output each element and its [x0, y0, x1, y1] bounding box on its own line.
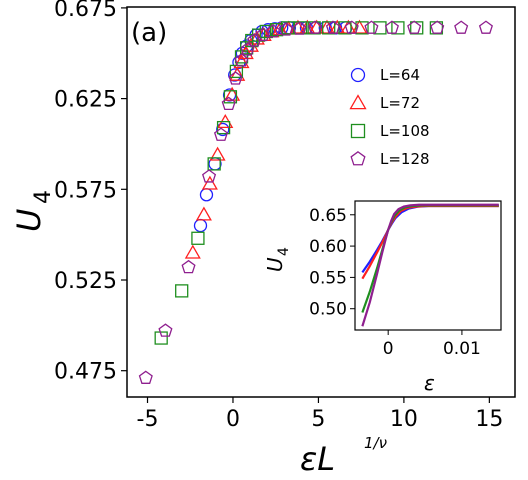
data-point-l128-21 — [454, 20, 469, 34]
data-point-l108-5 — [223, 90, 238, 104]
data-point-l108-0 — [154, 331, 168, 345]
data-point-l72-2 — [201, 175, 218, 190]
data-point-l128-18 — [384, 20, 399, 34]
inset-y-tick-label: 0.50 — [309, 300, 347, 320]
data-point-l108-4 — [216, 120, 231, 135]
data-point-l128-0 — [138, 370, 153, 384]
legend-marker-l72 — [349, 94, 367, 110]
data-point-l108-18 — [355, 21, 369, 35]
data-point-l72-1 — [195, 206, 212, 221]
main-axes-frame — [126, 6, 516, 398]
data-point-l128-7 — [234, 53, 249, 67]
y-tick-label: 0.575 — [54, 178, 117, 203]
data-point-l128-11 — [266, 24, 281, 38]
data-point-l72-9 — [242, 37, 259, 52]
data-point-l108-2 — [191, 231, 205, 245]
data-point-l128-4 — [213, 127, 229, 141]
x-axis-label-text: εL — [300, 440, 335, 478]
data-point-l64-1 — [199, 188, 214, 202]
data-point-l108-7 — [234, 50, 249, 64]
inset-y-tick-label: 0.55 — [309, 268, 347, 288]
data-point-l72-13 — [271, 21, 288, 36]
data-point-l108-21 — [410, 21, 424, 35]
data-point-l128-12 — [278, 22, 294, 36]
inset-x-tick-label: 0 — [383, 339, 394, 359]
data-point-l72-0 — [184, 244, 201, 259]
legend-marker-l64 — [350, 67, 366, 83]
data-point-l108-1 — [175, 284, 189, 298]
data-point-l72-18 — [318, 19, 336, 34]
legend-label: L=108 — [380, 122, 430, 140]
main-ticks: -5 0 5 10 15 0.475 0.525 0.575 0.625 0.675 — [54, 0, 503, 432]
data-point-l128-2 — [181, 259, 196, 274]
inset-y-axis-label-subscript: 4 — [276, 247, 292, 256]
data-point-l128-16 — [344, 20, 359, 34]
data-point-l128-6 — [228, 71, 243, 85]
y-tick-label: 0.475 — [54, 360, 117, 385]
inset-ticks: 0 0.01 0.50 0.55 0.60 0.65 — [309, 206, 481, 359]
inset-axes-frame — [354, 200, 502, 331]
data-point-l108-6 — [229, 64, 244, 79]
inset-y-axis-label-text: U — [263, 257, 287, 272]
data-point-l64-0 — [193, 218, 208, 233]
legend-marker-l108 — [350, 123, 366, 139]
data-point-l72-7 — [233, 54, 250, 69]
inset-plot: 0 0.01 0.50 0.55 0.60 0.65 ε U 4 — [263, 197, 507, 395]
data-point-l128-13 — [292, 21, 307, 35]
legend-marker-l128 — [350, 151, 366, 166]
x-tick-label: 10 — [390, 407, 418, 432]
main-plot: -5 0 5 10 15 0.475 0.525 0.575 0.625 0.675 (a) L=… — [10, 0, 516, 478]
data-point-l72-3 — [209, 146, 226, 161]
panel-label: (a) — [131, 18, 167, 48]
x-axis-label: εL 1/ν — [300, 434, 387, 478]
legend-label: L=64 — [380, 66, 420, 84]
x-tick-label: 15 — [475, 407, 503, 432]
legend: L=64 L=72 L=108 L=128 — [349, 66, 430, 168]
data-point-l72-6 — [229, 66, 246, 81]
inset-y-axis-label: U 4 — [263, 247, 292, 272]
y-tick-label: 0.625 — [54, 88, 117, 113]
inset-y-tick-label: 0.65 — [309, 206, 347, 226]
data-point-l128-1 — [158, 323, 173, 337]
data-point-l108-20 — [391, 21, 405, 35]
data-point-l128-5 — [221, 96, 236, 111]
data-point-l128-15 — [325, 20, 341, 34]
y-tick-label: 0.675 — [54, 0, 117, 22]
data-point-l108-12 — [269, 23, 284, 37]
data-point-l128-22 — [478, 20, 493, 34]
data-point-l128-20 — [430, 20, 445, 34]
data-point-l128-14 — [307, 20, 323, 34]
legend-label: L=72 — [380, 94, 420, 112]
data-point-l108-3 — [207, 157, 221, 171]
data-point-l128-8 — [240, 42, 255, 56]
x-axis-label-exponent: 1/ν — [364, 434, 387, 452]
data-point-l108-16 — [322, 21, 336, 35]
data-point-l64-3 — [216, 122, 230, 137]
x-tick-label: 0 — [226, 407, 240, 432]
inset-background — [295, 197, 507, 392]
x-tick-label: -5 — [137, 407, 159, 432]
data-point-l128-3 — [202, 169, 217, 183]
data-point-l128-17 — [364, 20, 379, 34]
y-axis-label-subscript: 4 — [31, 190, 56, 204]
x-tick-label: 5 — [311, 407, 325, 432]
data-point-l108-11 — [259, 24, 273, 39]
inset-line-l128 — [361, 203, 499, 327]
data-point-l128-9 — [247, 33, 262, 47]
legend-label: L=128 — [380, 150, 430, 168]
inset-x-tick-label: 0.01 — [443, 339, 481, 359]
y-axis-label-text: U — [10, 209, 48, 232]
data-point-l72-16 — [299, 19, 316, 34]
inset-x-axis-label: ε — [424, 371, 435, 395]
y-axis-label: U 4 — [10, 190, 56, 232]
inset-lines — [361, 203, 499, 327]
y-tick-label: 0.525 — [54, 269, 117, 294]
inset-y-tick-label: 0.60 — [309, 237, 347, 257]
data-point-l128-19 — [407, 20, 422, 34]
main-markers — [138, 19, 493, 384]
